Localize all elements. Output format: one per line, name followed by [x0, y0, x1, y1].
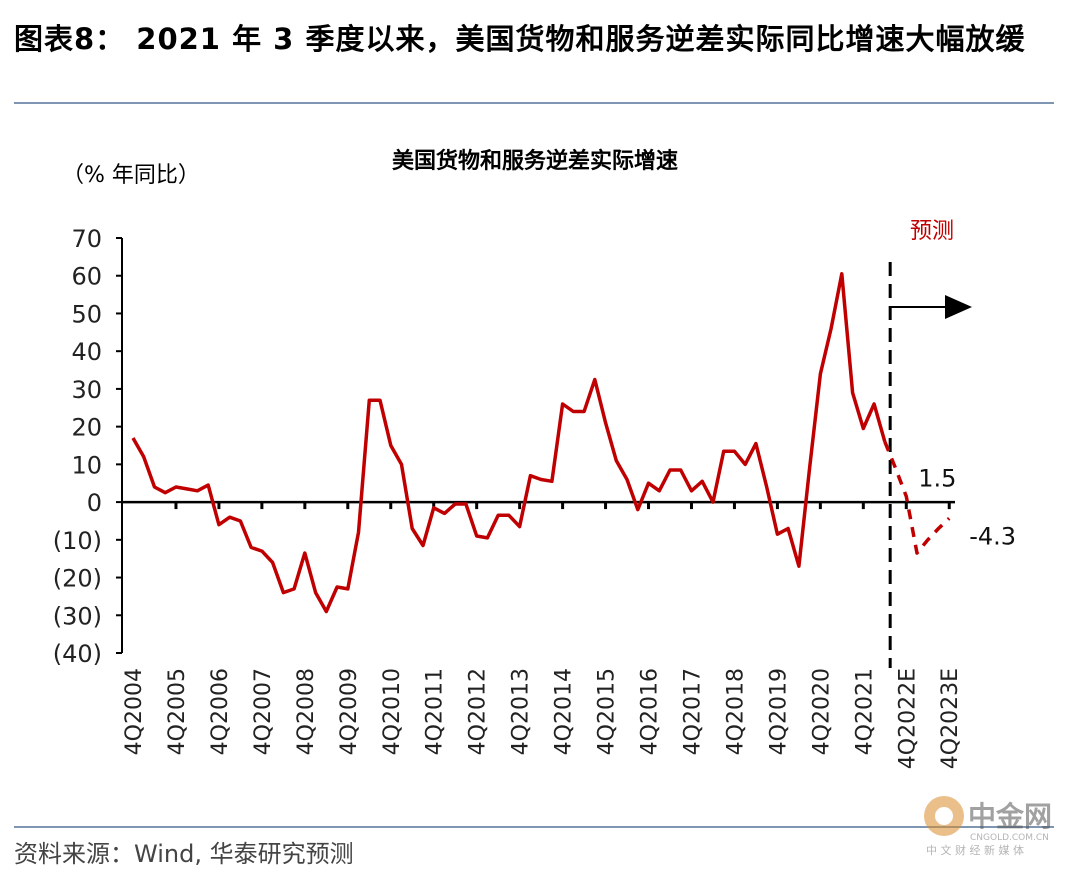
x-tick-label: 4Q2007 — [251, 668, 276, 755]
x-tick-label: 4Q2019 — [766, 668, 791, 755]
x-tick-label: 4Q2013 — [509, 668, 534, 755]
svg-text:CNGOLD.COM.CN: CNGOLD.COM.CN — [970, 833, 1049, 843]
y-tick-label: (20) — [53, 565, 102, 593]
y-tick-label: 60 — [71, 263, 102, 291]
x-tick-label: 4Q2012 — [466, 668, 491, 755]
source-divider — [14, 826, 1054, 828]
x-tick-label: 4Q2005 — [165, 668, 190, 755]
y-tick-label: 50 — [71, 300, 102, 328]
forecast-line — [885, 442, 949, 553]
x-tick-label: 4Q2010 — [380, 668, 405, 755]
x-tick-label: 4Q2015 — [595, 668, 620, 755]
forecast-arrow-head-icon — [945, 295, 972, 319]
svg-text:中金网: 中金网 — [968, 800, 1052, 833]
y-tick-label: 70 — [71, 225, 102, 253]
x-tick-label: 4Q2023E — [938, 668, 963, 769]
svg-text:中 文 财 经 新 媒 体: 中 文 财 经 新 媒 体 — [926, 843, 1024, 857]
x-tick-label: 4Q2017 — [680, 668, 705, 755]
y-tick-label: 0 — [87, 489, 102, 517]
x-tick-label: 4Q2020 — [809, 668, 834, 755]
y-tick-label: 10 — [71, 451, 102, 479]
chart-title: 美国货物和服务逆差实际增速 — [392, 148, 678, 174]
y-tick-label: (40) — [53, 640, 102, 668]
x-tick-label: 4Q2016 — [638, 668, 663, 755]
x-tick-label: 4Q2004 — [122, 668, 147, 755]
y-axis-label: （% 年同比） — [62, 163, 200, 188]
x-tick-label: 4Q2009 — [337, 668, 362, 755]
x-tick-label: 4Q2021 — [852, 668, 877, 755]
y-tick-label: (10) — [53, 527, 102, 555]
x-tick-label: 4Q2022E — [895, 668, 920, 769]
x-tick-label: 4Q2008 — [294, 668, 319, 755]
actual-line — [133, 274, 885, 612]
y-tick-label: 40 — [71, 338, 102, 366]
x-tick-label: 4Q2006 — [208, 668, 233, 755]
y-tick-label: 20 — [71, 414, 102, 442]
data-label: 1.5 — [918, 464, 956, 492]
watermark-logo: 中金网 CNGOLD.COM.CN 中 文 财 经 新 媒 体 — [922, 788, 1072, 858]
data-label: -4.3 — [969, 522, 1016, 550]
y-tick-label: 30 — [71, 376, 102, 404]
x-tick-label: 4Q2014 — [552, 668, 577, 755]
x-tick-label: 4Q2011 — [423, 668, 448, 755]
forecast-label: 预测 — [910, 219, 954, 244]
y-tick-label: (30) — [53, 602, 102, 630]
x-tick-label: 4Q2018 — [723, 668, 748, 755]
